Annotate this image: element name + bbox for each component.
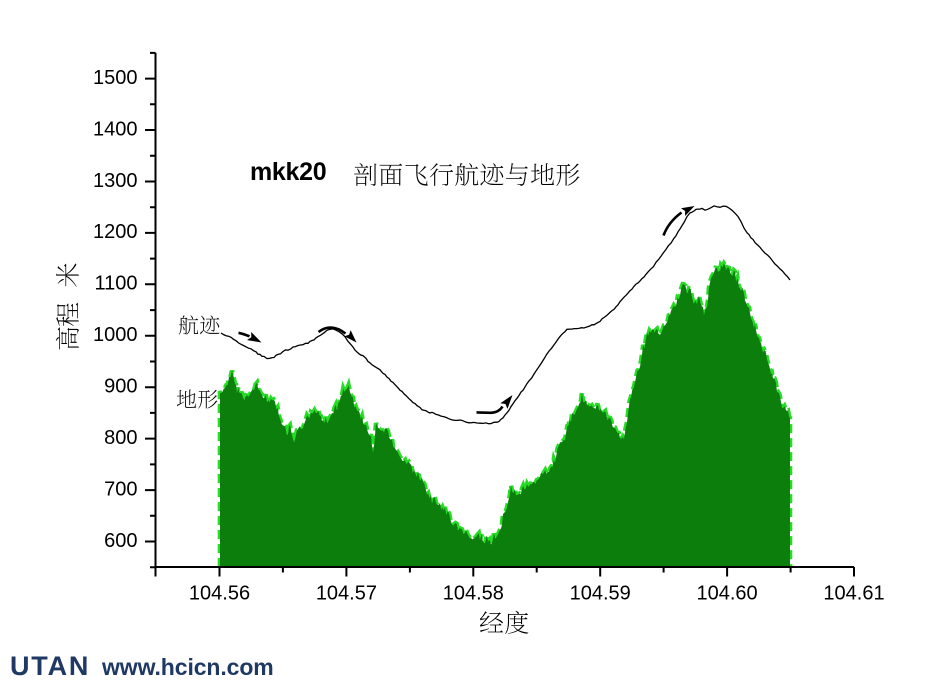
svg-text:600: 600 — [104, 530, 137, 552]
svg-text:1200: 1200 — [93, 221, 138, 243]
svg-text:UTAN: UTAN — [10, 651, 90, 681]
svg-text:700: 700 — [104, 478, 137, 500]
svg-text:104.57: 104.57 — [316, 583, 377, 605]
svg-text:1100: 1100 — [94, 273, 137, 295]
svg-text:1400: 1400 — [93, 118, 138, 140]
svg-text:104.58: 104.58 — [443, 583, 504, 605]
svg-text:1000: 1000 — [93, 324, 138, 346]
svg-text:104.60: 104.60 — [697, 583, 758, 605]
svg-text:104.56: 104.56 — [189, 583, 250, 605]
svg-text:1500: 1500 — [93, 67, 138, 89]
svg-text:www.hcicn.com: www.hcicn.com — [101, 654, 274, 680]
svg-text:104.61: 104.61 — [823, 583, 884, 605]
svg-text:mkk20: mkk20 — [250, 158, 326, 186]
svg-text:900: 900 — [104, 376, 137, 398]
svg-text:104.59: 104.59 — [570, 583, 631, 605]
svg-text:1300: 1300 — [93, 170, 138, 192]
svg-text:800: 800 — [104, 427, 137, 449]
